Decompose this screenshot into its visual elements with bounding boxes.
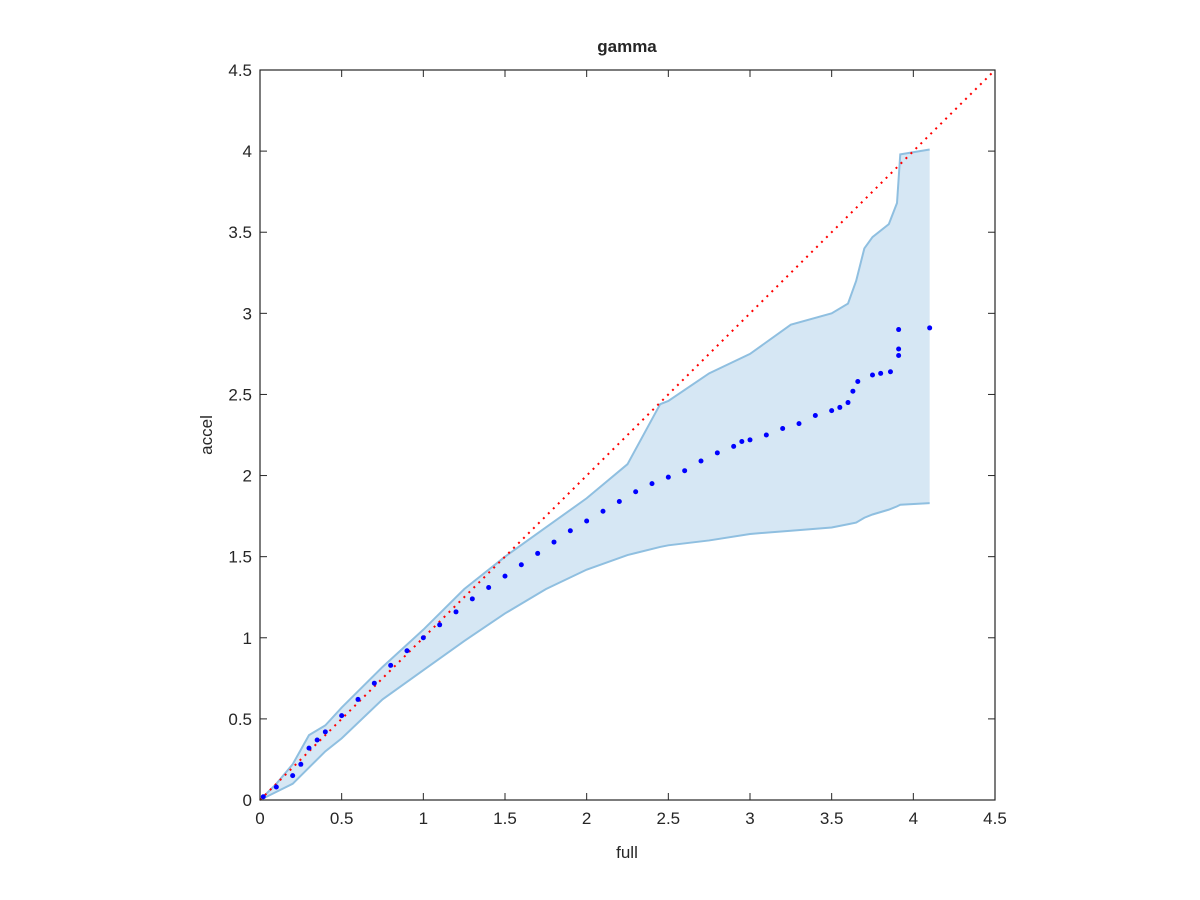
point [747, 437, 753, 443]
plot-frame [259, 69, 996, 801]
point [260, 794, 266, 800]
y-tick-label: 3 [243, 304, 252, 323]
point [780, 426, 786, 432]
point [535, 550, 541, 556]
point [584, 518, 590, 524]
x-tick-label: 4 [909, 809, 918, 828]
x-axis-label: full [616, 843, 638, 862]
y-tick-label: 0.5 [228, 710, 252, 729]
point [714, 450, 720, 456]
point [682, 468, 688, 474]
point [829, 408, 835, 414]
x-tick-label: 1.5 [493, 809, 517, 828]
point [339, 713, 345, 719]
point [927, 325, 933, 331]
point [453, 609, 459, 615]
y-tick-label: 3.5 [228, 223, 252, 242]
point [796, 421, 802, 427]
point [600, 508, 606, 514]
point [812, 413, 818, 419]
point [896, 327, 902, 333]
y-tick-label: 2 [243, 467, 252, 486]
point [870, 372, 875, 378]
point [855, 378, 861, 384]
point [616, 499, 622, 505]
point [633, 489, 639, 495]
point [518, 562, 524, 568]
point [437, 622, 443, 628]
point [486, 584, 492, 590]
point [850, 388, 856, 394]
x-tick-label: 0.5 [330, 809, 354, 828]
point [887, 369, 893, 375]
x-tick-label: 4.5 [983, 809, 1007, 828]
y-tick-label: 1 [243, 629, 252, 648]
point [837, 404, 843, 410]
point [567, 528, 573, 534]
point [322, 729, 328, 735]
point [420, 635, 426, 641]
point [355, 696, 361, 702]
band-lower-edge [259, 502, 930, 801]
y-axis-label: accel [197, 415, 216, 455]
point [731, 443, 737, 449]
x-tick-label: 2.5 [657, 809, 681, 828]
point [551, 539, 557, 545]
chart-title: gamma [597, 37, 657, 56]
point [314, 737, 320, 743]
y-tick-label: 0 [243, 791, 252, 810]
y-tick-label: 2.5 [228, 385, 252, 404]
point [290, 773, 296, 779]
y-tick-label: 1.5 [228, 548, 252, 567]
point [763, 432, 769, 438]
point [698, 458, 704, 464]
point [388, 662, 394, 668]
point [896, 353, 902, 359]
x-tick-label: 0 [255, 809, 264, 828]
point [404, 648, 410, 654]
point [273, 784, 279, 790]
band-fill [260, 149, 930, 800]
band-upper-edge [259, 148, 930, 801]
point [298, 761, 304, 767]
x-tick-label: 2 [582, 809, 591, 828]
point [845, 400, 851, 406]
point [665, 474, 671, 480]
x-tick-label: 3.5 [820, 809, 844, 828]
point [371, 680, 377, 686]
point [502, 573, 508, 579]
x-tick-label: 1 [419, 809, 428, 828]
point [896, 346, 902, 352]
point [878, 370, 884, 376]
y-tick-label: 4.5 [228, 61, 252, 80]
point [649, 481, 655, 487]
point [739, 438, 745, 444]
point [306, 745, 312, 751]
point [469, 596, 475, 602]
x-tick-label: 3 [745, 809, 754, 828]
y-tick-label: 4 [243, 142, 252, 161]
